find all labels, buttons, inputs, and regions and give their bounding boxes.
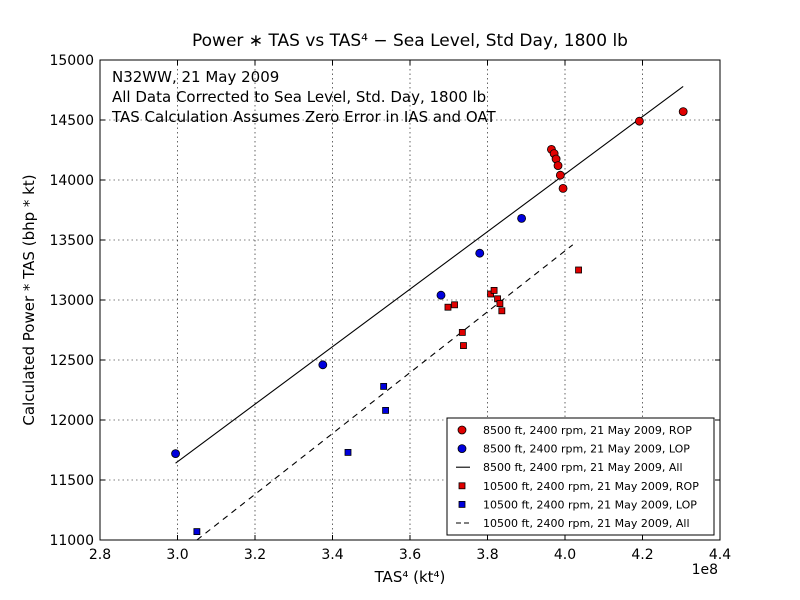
legend-box (446, 417, 715, 536)
data-point-square (451, 301, 458, 309)
annotation-block: N32WW, 21 May 2009 All Data Corrected to… (111, 68, 496, 126)
y-tick-label: 14500 (49, 113, 94, 129)
y-tick-label: 13500 (49, 233, 94, 249)
x-tick-labels: 2.8 3.0 3.2 3.4 3.6 3.8 4.0 4.2 4.4 (89, 547, 731, 563)
legend-label: 10500 ft, 2400 rpm, 21 May 2009, All (483, 517, 690, 530)
legend-label: 8500 ft, 2400 rpm, 21 May 2009, ROP (483, 424, 692, 437)
data-point-square (487, 290, 495, 298)
data-point-circle (635, 116, 644, 126)
legend-marker-swatch (458, 482, 466, 490)
x-tick-label: 4.4 (709, 547, 731, 563)
annotation-line-1: N32WW, 21 May 2009 (112, 68, 279, 86)
x-tick-label: 3.4 (321, 547, 343, 563)
data-point-circle (517, 213, 526, 223)
x-tick-label: 3.2 (244, 547, 266, 563)
legend-entry: 10500 ft, 2400 rpm, 21 May 2009, ROP (458, 480, 699, 493)
data-point-circle (553, 161, 563, 171)
x-tick-label: 3.6 (399, 547, 421, 563)
legend-label: 10500 ft, 2400 rpm, 21 May 2009, LOP (483, 498, 697, 511)
fit-line (175, 85, 684, 464)
data-markers (171, 107, 688, 535)
fit-line (196, 244, 574, 541)
x-tick-label: 3.8 (476, 547, 498, 563)
legend-label: 10500 ft, 2400 rpm, 21 May 2009, ROP (483, 480, 699, 493)
y-tick-label: 13000 (49, 293, 94, 309)
data-point-square (382, 406, 389, 414)
data-point-square (498, 307, 506, 315)
data-point-square (460, 342, 467, 350)
legend-entry: 8500 ft, 2400 rpm, 21 May 2009, All (456, 461, 683, 474)
legend: 8500 ft, 2400 rpm, 21 May 2009, ROP 8500 … (446, 417, 715, 536)
data-point-square (380, 382, 388, 390)
x-tick-label: 3.0 (166, 547, 188, 563)
data-point-circle (558, 183, 568, 193)
legend-marker-swatch (458, 500, 466, 508)
legend-entry: 8500 ft, 2400 rpm, 21 May 2009, ROP (457, 424, 692, 437)
data-point-square (444, 303, 452, 311)
legend-entry: 10500 ft, 2400 rpm, 21 May 2009, All (456, 517, 690, 530)
axis-ticks (99, 59, 721, 541)
data-point-square (193, 528, 201, 535)
data-point-square (490, 286, 498, 294)
data-point-circle (318, 360, 328, 370)
y-axis-label: Calculated Power * TAS (bhp * kt) (20, 174, 38, 425)
legend-label: 8500 ft, 2400 rpm, 21 May 2009, All (483, 461, 683, 474)
data-point-square (344, 448, 352, 456)
chart-title: Power ∗ TAS vs TAS⁴ − Sea Level, Std Day… (192, 31, 628, 51)
data-point-circle (436, 290, 446, 300)
fit-lines (175, 85, 684, 541)
y-tick-label: 12000 (49, 413, 94, 429)
data-point-circle (678, 107, 688, 116)
data-point-circle (555, 170, 565, 180)
y-tick-label: 12500 (49, 353, 94, 369)
legend-label: 8500 ft, 2400 rpm, 21 May 2009, LOP (483, 443, 690, 456)
x-axis-label: TAS⁴ (kt⁴) (374, 568, 446, 586)
annotation-line-3: TAS Calculation Assumes Zero Error in IA… (111, 108, 496, 126)
y-tick-labels: 11000 11500 12000 12500 13000 13500 14000 14500… (49, 53, 94, 549)
annotation-line-2: All Data Corrected to Sea Level, Std. Da… (112, 88, 486, 106)
legend-entry: 8500 ft, 2400 rpm, 21 May 2009, LOP (457, 443, 690, 456)
data-point-square (496, 300, 504, 308)
x-axis-multiplier: 1e8 (692, 562, 718, 578)
legend-marker-swatch (457, 444, 467, 454)
x-tick-label: 2.8 (89, 547, 111, 563)
data-point-circle (475, 248, 485, 258)
data-point-circle (171, 449, 180, 459)
legend-marker-swatch (457, 425, 467, 435)
y-tick-label: 15000 (49, 53, 94, 69)
data-point-square (575, 266, 582, 274)
data-point-square (458, 328, 466, 336)
y-tick-label: 14000 (49, 173, 94, 189)
x-tick-label: 4.2 (631, 547, 653, 563)
x-tick-label: 4.0 (554, 547, 576, 563)
y-tick-label: 11000 (49, 533, 94, 549)
legend-entry: 10500 ft, 2400 rpm, 21 May 2009, LOP (458, 498, 697, 511)
grid-lines (100, 60, 720, 540)
y-tick-label: 11500 (49, 473, 94, 489)
